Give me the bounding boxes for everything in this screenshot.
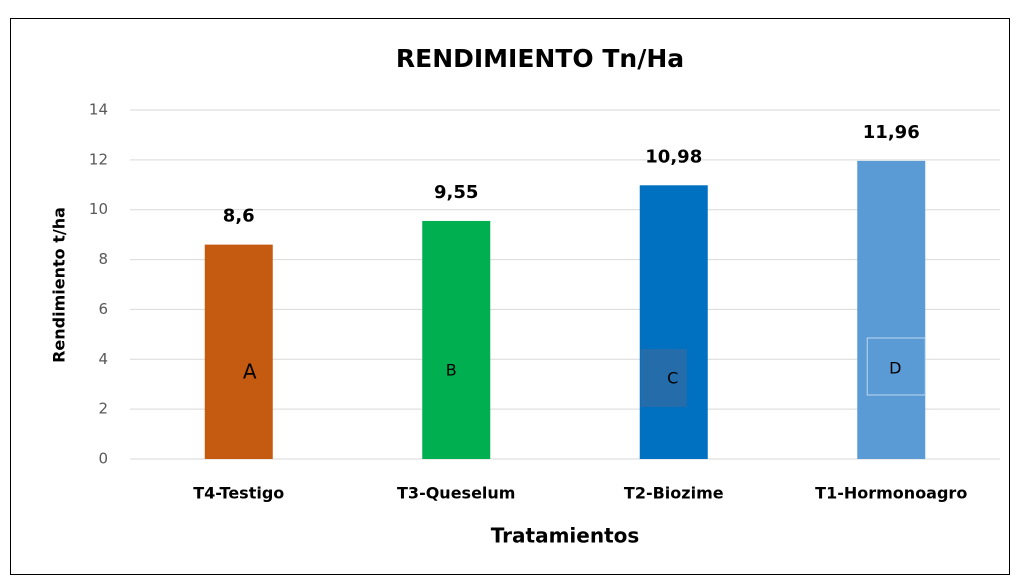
bar [639, 185, 708, 459]
annotation: C [667, 369, 678, 388]
chart-frame [10, 18, 1010, 575]
value-label: 9,55 [434, 182, 478, 203]
annotation-box [640, 349, 687, 407]
annotation-box [866, 337, 926, 396]
y-tick-label: 2 [98, 400, 108, 418]
x-tick-label: T4-Testigo [193, 484, 284, 503]
y-tick-label: 10 [89, 200, 108, 218]
y-tick-label: 6 [98, 300, 108, 318]
value-label: 8,6 [223, 206, 255, 227]
y-tick-label: 12 [89, 150, 108, 168]
annotation: A [243, 360, 257, 384]
bar [857, 160, 926, 459]
value-label: 10,98 [645, 146, 702, 167]
x-tick-label: T1-Hormonoagro [815, 484, 967, 503]
chart-title: RENDIMIENTO Tn/Ha [396, 44, 684, 73]
x-tick-label: T3-Queselum [397, 484, 515, 503]
annotation: D [889, 359, 901, 378]
x-tick-label: T2-Biozime [624, 484, 724, 503]
y-tick-label: 0 [98, 450, 108, 468]
y-tick-label: 4 [98, 350, 108, 368]
y-tick-label: 14 [89, 101, 108, 119]
bar [204, 244, 273, 459]
x-axis-title: Tratamientos [491, 524, 640, 548]
y-tick-label: 8 [98, 250, 108, 268]
value-label: 11,96 [863, 122, 920, 143]
y-axis-title: Rendimiento t/ha [50, 207, 69, 363]
annotation: B [446, 361, 457, 380]
bar [422, 220, 491, 459]
